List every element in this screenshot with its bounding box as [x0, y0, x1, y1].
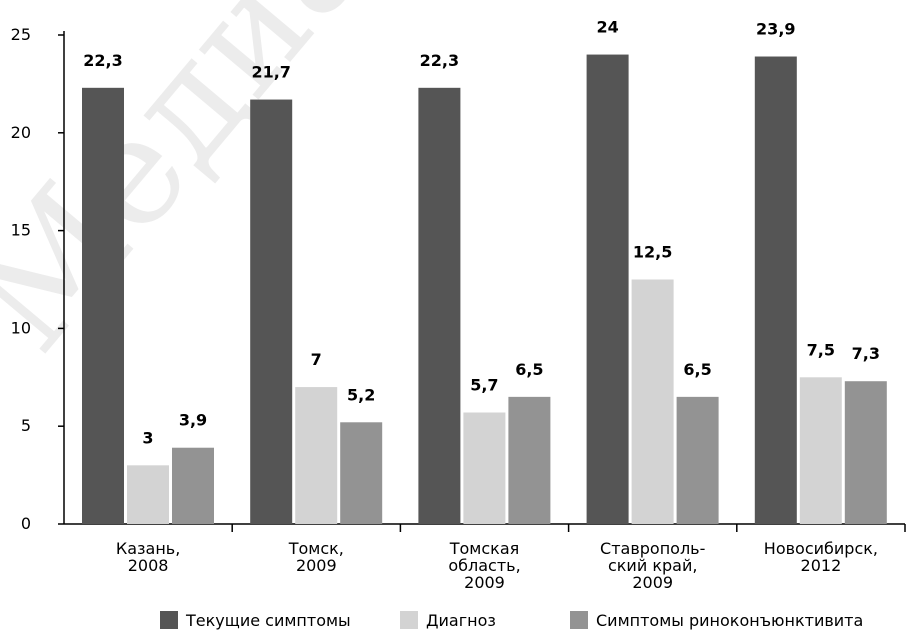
- y-tick-label: 15: [11, 221, 31, 240]
- legend-label: Текущие симптомы: [185, 611, 351, 630]
- bar-Текущие симптомы: [82, 87, 124, 524]
- x-category-label-line: 2009: [632, 573, 673, 592]
- data-label: 5,2: [347, 385, 375, 404]
- data-label: 12,5: [633, 243, 672, 262]
- bar-Диагноз: [631, 279, 674, 524]
- legend-swatch: [570, 611, 588, 629]
- data-label: 3: [142, 428, 153, 447]
- bar-Диагноз: [295, 387, 338, 524]
- bar-Симптомы риноконъюнктивита: [844, 381, 887, 524]
- bar-Текущие симптомы: [754, 56, 797, 525]
- bar-Симптомы риноконъюнктивита: [508, 396, 551, 524]
- bar-Симптомы риноконъюнктивита: [172, 447, 214, 524]
- data-label: 22,3: [420, 51, 459, 70]
- x-category-label-line: 2009: [296, 556, 337, 575]
- x-category-label-line: 2012: [801, 556, 842, 575]
- data-label: 5,7: [470, 376, 498, 395]
- x-category-label-line: Томск,: [288, 539, 344, 558]
- x-category-label-line: 2008: [128, 556, 169, 575]
- x-category-label-line: Казань,: [116, 539, 180, 558]
- data-label: 23,9: [756, 20, 795, 39]
- x-category-label: Томская область, 2009: [448, 539, 520, 592]
- x-category-label-line: область,: [448, 556, 520, 575]
- bar-Диагноз: [463, 412, 506, 524]
- y-tick-label: 25: [11, 25, 31, 44]
- data-label: 6,5: [515, 360, 543, 379]
- x-category-label: Томск, 2009: [288, 539, 344, 575]
- data-label: 7: [311, 350, 322, 369]
- data-label: 6,5: [683, 360, 711, 379]
- y-tick-label: 10: [11, 318, 31, 337]
- x-category-label-line: ский край,: [608, 556, 697, 575]
- watermark: Медиа: [0, 0, 404, 383]
- y-tick-label: 0: [21, 514, 31, 533]
- x-category-label-line: Томская: [449, 539, 520, 558]
- data-label: 7,3: [852, 344, 880, 363]
- bar-Симптомы риноконъюнктивита: [676, 396, 719, 524]
- value-labels: 22,3 3 3,9 21,7 7 5,2 22,3 24 12,5 6,5 23,9 7,5 7,3 5…: [83, 18, 880, 448]
- bar-Симптомы риноконъюнктивита: [340, 422, 383, 524]
- bar-Диагноз: [127, 465, 169, 524]
- x-category-label-line: Ставрополь-: [600, 539, 705, 558]
- bar-Диагноз: [799, 377, 842, 524]
- data-label: 7,5: [807, 340, 835, 359]
- y-tick-label: 5: [21, 416, 31, 435]
- x-category-label: Новосибирск, 2012: [764, 539, 878, 575]
- watermark-text: Медиа: [0, 0, 404, 383]
- data-label: 3,9: [179, 411, 207, 430]
- x-category-label-line: Новосибирск,: [764, 539, 878, 558]
- bar-Текущие симптомы: [418, 87, 461, 524]
- data-label: 22,3: [83, 51, 122, 70]
- legend: Текущие симптомы Диагноз Симптомы риноконъ…: [160, 611, 863, 630]
- legend-swatch: [160, 611, 178, 629]
- legend-label: Симптомы риноконъюнктивита: [596, 611, 863, 630]
- bar-Текущие симптомы: [586, 54, 629, 525]
- legend-swatch: [400, 611, 418, 629]
- x-category-label: Ставрополь-ский край, 2009: [600, 539, 705, 592]
- legend-label: Диагноз: [426, 611, 496, 630]
- y-tick-label: 20: [11, 123, 31, 142]
- x-category-label-line: 2009: [464, 573, 505, 592]
- data-label: 21,7: [251, 63, 290, 82]
- data-label: 24: [596, 18, 618, 37]
- x-category-label: Казань, 2008: [116, 539, 180, 575]
- bar-Текущие симптомы: [250, 99, 293, 524]
- bars: [82, 54, 887, 525]
